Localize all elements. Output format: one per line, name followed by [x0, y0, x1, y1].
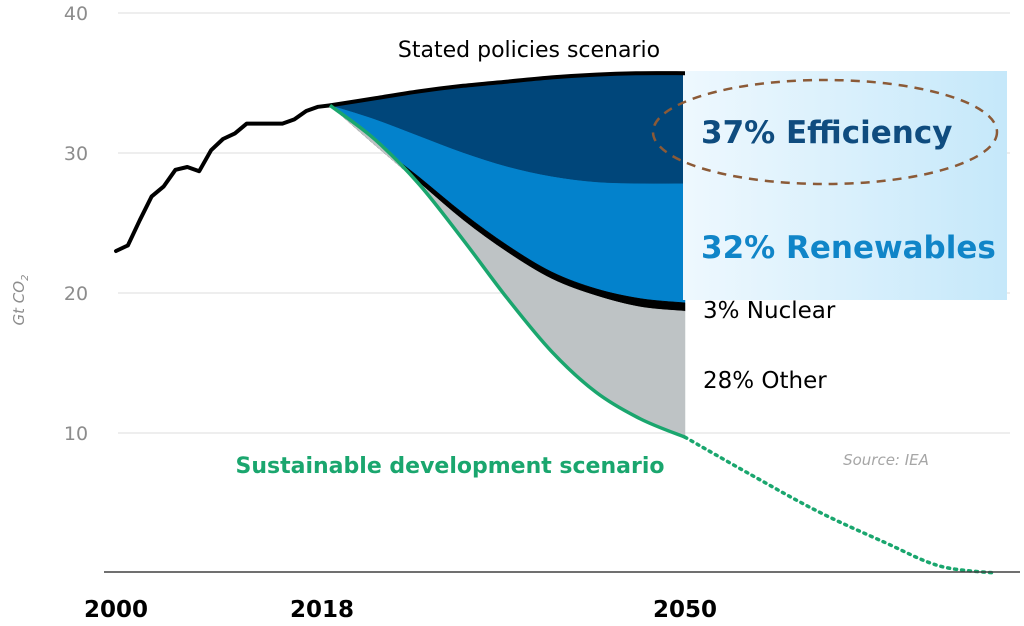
sustainable-development-label: Sustainable development scenario — [236, 454, 665, 479]
x-tick-label: 2018 — [290, 597, 354, 623]
wedge-areas — [329, 72, 686, 438]
renewables-label: 32% Renewables — [701, 230, 996, 266]
source-label: Source: IEA — [843, 451, 929, 469]
y-axis-label: Gt CO2 — [10, 275, 31, 326]
stated-policies-label: Stated policies scenario — [398, 38, 660, 63]
highlight-box — [683, 71, 1007, 300]
x-axis-ticks: 2000 2018 2050 — [84, 597, 717, 623]
efficiency-highlight-ellipse — [651, 78, 999, 186]
y-tick-label: 40 — [64, 3, 88, 25]
efficiency-label: 37% Efficiency — [701, 115, 952, 151]
sustainable-development-line — [328, 104, 686, 439]
y-tick-label: 20 — [64, 283, 88, 305]
sds-extension-dotted-line — [683, 435, 997, 575]
series-lines — [114, 71, 997, 575]
nuclear-label: 3% Nuclear — [703, 298, 836, 324]
x-tick-label: 2000 — [84, 597, 148, 623]
y-tick-label: 30 — [64, 143, 88, 165]
y-tick-label: 10 — [64, 423, 88, 445]
historical-line — [114, 103, 332, 253]
y-axis-ticks: 10 20 30 40 — [64, 3, 88, 445]
other-label: 28% Other — [703, 368, 827, 394]
stated-policies-line — [329, 71, 686, 108]
x-tick-label: 2050 — [653, 597, 717, 623]
